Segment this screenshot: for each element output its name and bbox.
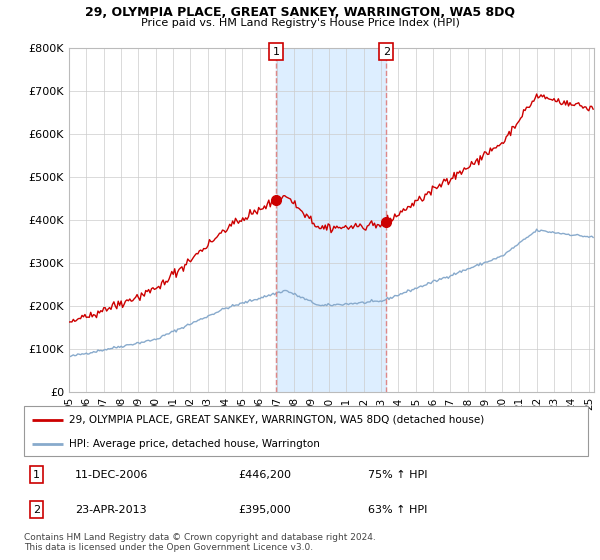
Text: 63% ↑ HPI: 63% ↑ HPI bbox=[368, 505, 427, 515]
Text: 75% ↑ HPI: 75% ↑ HPI bbox=[368, 470, 428, 479]
Text: 23-APR-2013: 23-APR-2013 bbox=[75, 505, 146, 515]
Text: 2: 2 bbox=[33, 505, 40, 515]
Bar bbox=[276, 48, 386, 392]
Text: Price paid vs. HM Land Registry's House Price Index (HPI): Price paid vs. HM Land Registry's House … bbox=[140, 18, 460, 28]
Text: 2: 2 bbox=[383, 47, 390, 57]
Text: 11-DEC-2006: 11-DEC-2006 bbox=[75, 470, 148, 479]
Text: 29, OLYMPIA PLACE, GREAT SANKEY, WARRINGTON, WA5 8DQ (detached house): 29, OLYMPIA PLACE, GREAT SANKEY, WARRING… bbox=[69, 414, 484, 424]
Text: Contains HM Land Registry data © Crown copyright and database right 2024.: Contains HM Land Registry data © Crown c… bbox=[24, 533, 376, 542]
Text: This data is licensed under the Open Government Licence v3.0.: This data is licensed under the Open Gov… bbox=[24, 543, 313, 552]
Text: 1: 1 bbox=[272, 47, 280, 57]
Text: 1: 1 bbox=[33, 470, 40, 479]
Text: £395,000: £395,000 bbox=[238, 505, 291, 515]
Text: HPI: Average price, detached house, Warrington: HPI: Average price, detached house, Warr… bbox=[69, 439, 320, 449]
Text: £446,200: £446,200 bbox=[238, 470, 292, 479]
Text: 29, OLYMPIA PLACE, GREAT SANKEY, WARRINGTON, WA5 8DQ: 29, OLYMPIA PLACE, GREAT SANKEY, WARRING… bbox=[85, 6, 515, 18]
